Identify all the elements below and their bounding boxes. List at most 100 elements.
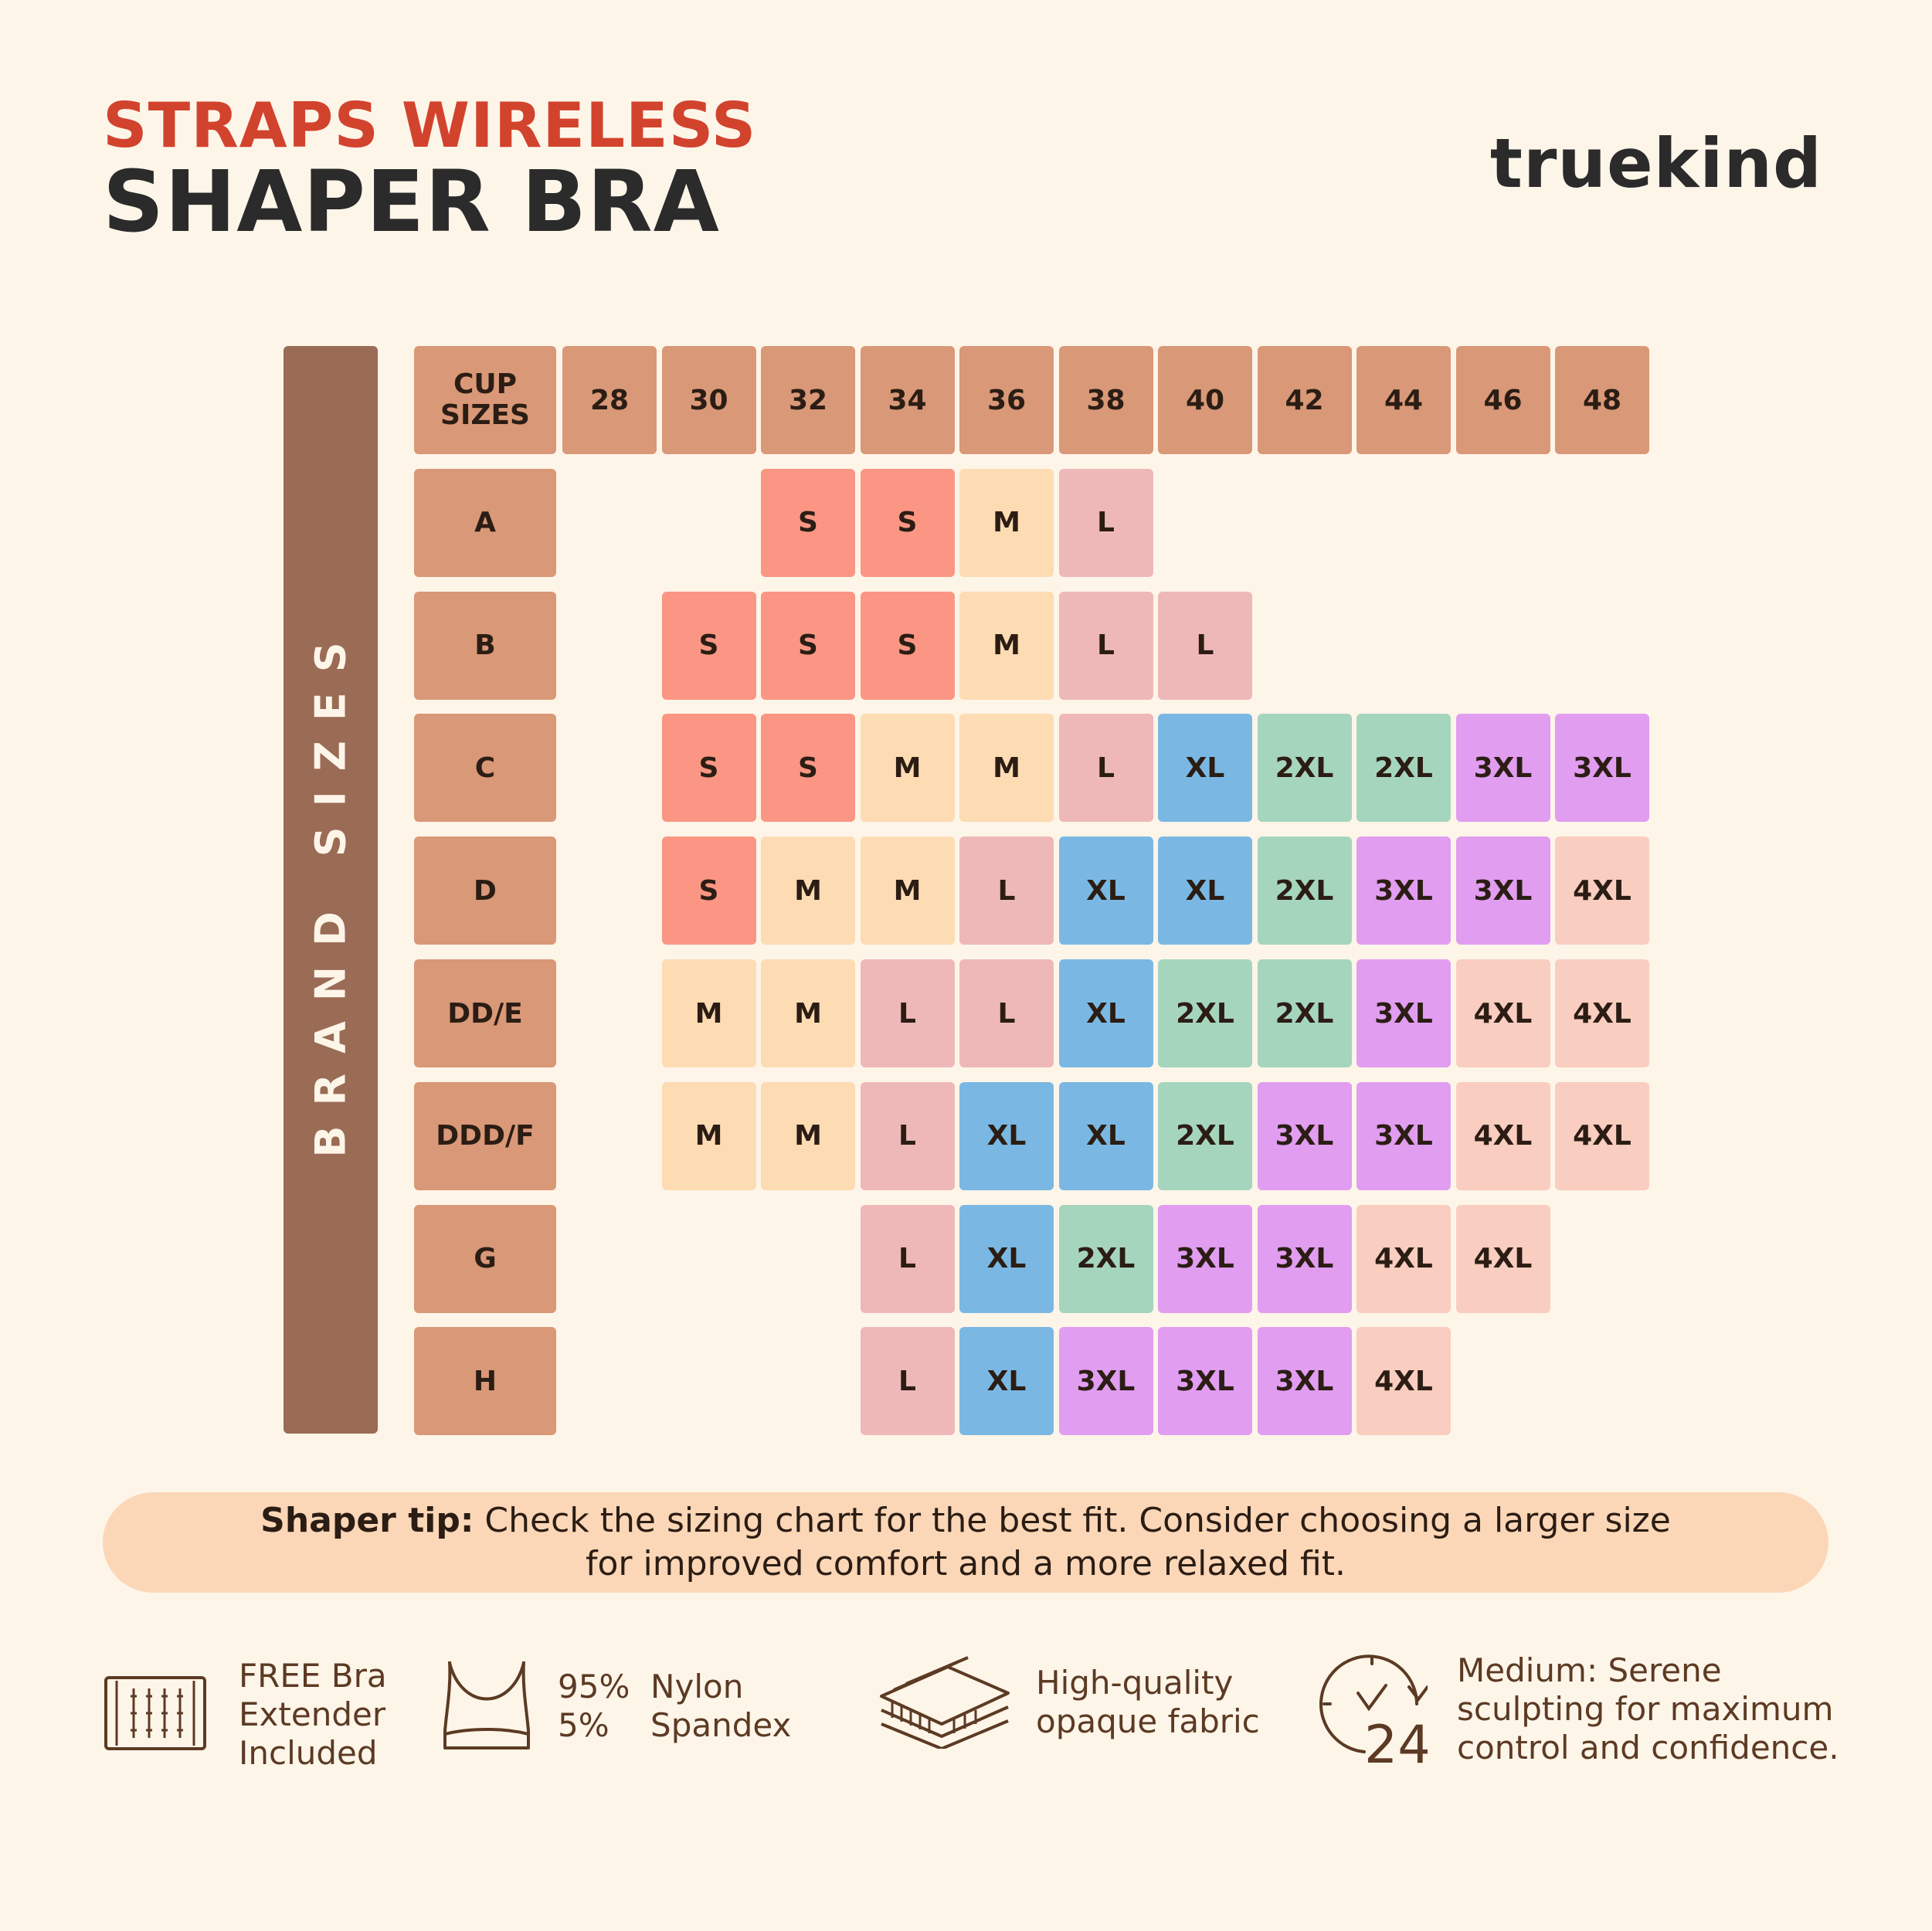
size-cell: S bbox=[661, 591, 756, 700]
band-size-header: 48 bbox=[1555, 346, 1649, 454]
cup-size-label: B bbox=[414, 591, 556, 700]
cup-size-label: H bbox=[414, 1327, 556, 1436]
size-cell: 2XL bbox=[1158, 1081, 1252, 1190]
size-cell: XL bbox=[959, 1204, 1054, 1313]
size-cell: 2XL bbox=[1257, 959, 1352, 1067]
feature-bra-extender: FREE Bra Extender Included bbox=[103, 1657, 387, 1773]
size-cell: 3XL bbox=[1555, 714, 1649, 823]
size-cell: L bbox=[959, 837, 1054, 945]
size-cell: 3XL bbox=[1455, 837, 1550, 945]
title-line-1: STRAPS WIRELESS bbox=[103, 90, 757, 161]
size-cell: 3XL bbox=[1257, 1081, 1352, 1190]
size-cell: L bbox=[1158, 591, 1252, 700]
size-cell: XL bbox=[1058, 837, 1153, 945]
cup-size-label: C bbox=[414, 714, 556, 823]
band-size-header: 44 bbox=[1356, 346, 1451, 454]
size-cell: XL bbox=[959, 1081, 1054, 1190]
cup-size-label: DD/E bbox=[414, 959, 556, 1067]
size-cell: S bbox=[661, 714, 756, 823]
size-cell: S bbox=[661, 837, 756, 945]
size-cell: L bbox=[860, 1204, 955, 1313]
feature-line: Medium: Serene bbox=[1457, 1651, 1722, 1689]
size-cell: 2XL bbox=[1058, 1204, 1153, 1313]
size-cell: M bbox=[959, 714, 1054, 823]
feature-line: High-quality bbox=[1036, 1664, 1234, 1702]
size-cell: L bbox=[860, 1327, 955, 1436]
feature-line: 5% Spandex bbox=[558, 1706, 792, 1744]
cup-size-label: DDD/F bbox=[414, 1081, 556, 1190]
size-cell: M bbox=[860, 837, 955, 945]
size-cell: M bbox=[959, 591, 1054, 700]
size-cell: M bbox=[959, 468, 1054, 577]
cup-size-label: G bbox=[414, 1204, 556, 1313]
size-cell: M bbox=[761, 959, 855, 1067]
title-block: STRAPS WIRELESS SHAPER BRA bbox=[103, 90, 757, 251]
band-size-header: 32 bbox=[761, 346, 855, 454]
cup-size-label: D bbox=[414, 837, 556, 945]
size-cell: XL bbox=[1058, 1081, 1153, 1190]
size-cell: M bbox=[661, 1081, 756, 1190]
size-cell: 2XL bbox=[1356, 714, 1451, 823]
size-cell: 3XL bbox=[1455, 714, 1550, 823]
brand-logo: truekind bbox=[1489, 124, 1822, 203]
tip-text-1: Check the sizing chart for the best fit.… bbox=[474, 1501, 1671, 1540]
brand-sizes-axis-bar: BRAND SIZES bbox=[284, 346, 378, 1434]
cup-sizes-label: CUP SIZES bbox=[440, 369, 530, 431]
size-cell: XL bbox=[1158, 714, 1252, 823]
feature-line: sculpting for maximum bbox=[1457, 1690, 1834, 1728]
brand-sizes-axis-label: BRAND SIZES bbox=[306, 622, 355, 1158]
bra-extender-icon bbox=[103, 1673, 208, 1756]
band-size-header: 30 bbox=[661, 346, 756, 454]
title-line-2: SHAPER BRA bbox=[103, 152, 720, 251]
band-size-header: 36 bbox=[959, 346, 1054, 454]
band-size-header: 28 bbox=[562, 346, 657, 454]
size-cell: S bbox=[761, 591, 855, 700]
feature-text: Medium: Serene sculpting for maximum con… bbox=[1457, 1651, 1839, 1767]
size-cell: S bbox=[761, 714, 855, 823]
size-cell: L bbox=[860, 1081, 955, 1190]
size-cell: S bbox=[860, 591, 955, 700]
size-cell: 4XL bbox=[1455, 1081, 1550, 1190]
feature-line: FREE Bra bbox=[239, 1657, 387, 1695]
bra-outline-icon bbox=[439, 1657, 535, 1756]
feature-line: opaque fabric bbox=[1036, 1702, 1260, 1740]
size-cell: L bbox=[1058, 591, 1153, 700]
shaper-tip-banner: Shaper tip: Check the sizing chart for t… bbox=[103, 1492, 1828, 1593]
band-size-header: 34 bbox=[860, 346, 955, 454]
size-cell: S bbox=[860, 468, 955, 577]
size-cell: 2XL bbox=[1257, 837, 1352, 945]
size-cell: 4XL bbox=[1555, 1081, 1649, 1190]
clock-24-icon: 24 bbox=[1318, 1650, 1431, 1776]
band-size-header: 38 bbox=[1058, 346, 1153, 454]
fabric-layers-icon bbox=[877, 1653, 1013, 1752]
size-cell: S bbox=[761, 468, 855, 577]
size-cell: L bbox=[1058, 468, 1153, 577]
size-cell: 4XL bbox=[1555, 959, 1649, 1067]
size-cell: L bbox=[860, 959, 955, 1067]
band-size-header: 46 bbox=[1455, 346, 1550, 454]
size-cell: XL bbox=[1058, 959, 1153, 1067]
feature-line: Included bbox=[239, 1734, 378, 1772]
size-cell: L bbox=[1058, 714, 1153, 823]
size-cell: 3XL bbox=[1158, 1204, 1252, 1313]
feature-line: Extender bbox=[239, 1695, 386, 1733]
size-cell: M bbox=[860, 714, 955, 823]
tip-label: Shaper tip: bbox=[260, 1501, 474, 1540]
size-cell: 4XL bbox=[1555, 837, 1649, 945]
size-cell: 3XL bbox=[1356, 959, 1451, 1067]
feature-text: 95% Nylon 5% Spandex bbox=[558, 1668, 791, 1745]
size-cell: XL bbox=[959, 1327, 1054, 1436]
size-cell: 4XL bbox=[1455, 959, 1550, 1067]
size-cell: 3XL bbox=[1058, 1327, 1153, 1436]
size-cell: M bbox=[761, 1081, 855, 1190]
size-cell: 2XL bbox=[1158, 959, 1252, 1067]
size-cell: M bbox=[661, 959, 756, 1067]
feature-control: 24 Medium: Serene sculpting for maximum … bbox=[1318, 1650, 1839, 1776]
feature-line: 95% Nylon bbox=[558, 1668, 744, 1705]
cup-sizes-header: CUP SIZES bbox=[414, 346, 556, 454]
feature-fabric: High-quality opaque fabric bbox=[877, 1653, 1260, 1752]
band-size-header: 40 bbox=[1158, 346, 1252, 454]
size-cell: M bbox=[761, 837, 855, 945]
size-cell: 3XL bbox=[1356, 837, 1451, 945]
svg-text:24: 24 bbox=[1364, 1715, 1428, 1766]
